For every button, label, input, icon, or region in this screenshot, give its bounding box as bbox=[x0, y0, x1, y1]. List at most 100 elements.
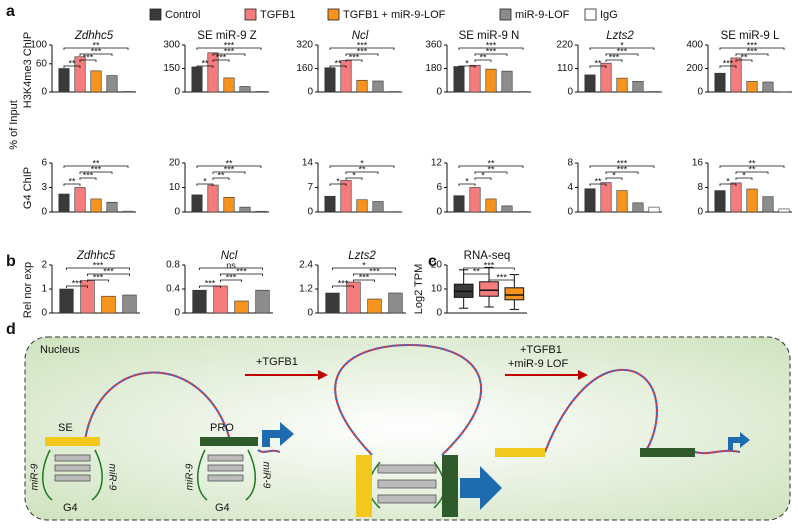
bar bbox=[106, 201, 118, 213]
bar bbox=[234, 300, 249, 314]
significance-label: *** bbox=[103, 266, 114, 276]
significance-bracket bbox=[63, 165, 129, 168]
significance-label: ** bbox=[473, 266, 481, 276]
significance-label: *** bbox=[359, 272, 370, 282]
bar bbox=[485, 68, 497, 93]
y-tick-label: 10 bbox=[431, 284, 443, 295]
y-tick-label: 360 bbox=[425, 40, 442, 51]
y-tick-label: 6 bbox=[436, 182, 442, 193]
bar bbox=[485, 198, 497, 213]
significance-label: *** bbox=[338, 278, 349, 288]
y-tick-label: 8 bbox=[567, 158, 573, 169]
y-tick-label: 0 bbox=[41, 308, 47, 319]
y-tick-label: 4 bbox=[567, 182, 573, 193]
significance-bracket bbox=[719, 183, 737, 186]
se-bar bbox=[495, 448, 545, 457]
se-bar bbox=[45, 437, 100, 446]
significance-label: ** bbox=[748, 158, 756, 168]
y-tick-label: 0 bbox=[307, 308, 313, 319]
chart-title: SE miR-9 L bbox=[721, 30, 780, 42]
panel-label: d bbox=[6, 321, 16, 338]
step-label: +TGFB1 bbox=[520, 344, 562, 356]
bar bbox=[356, 79, 368, 93]
significance-label: *** bbox=[484, 260, 495, 270]
significance-bracket bbox=[196, 183, 214, 186]
y-tick-label: 0 bbox=[436, 87, 442, 98]
row-label: % of Input bbox=[8, 100, 20, 150]
significance-bracket bbox=[196, 47, 262, 50]
bar bbox=[632, 81, 644, 93]
bar bbox=[584, 188, 596, 213]
significance-label: *** bbox=[617, 158, 628, 168]
significance-bracket bbox=[458, 183, 476, 186]
significance-label: ** bbox=[479, 52, 487, 62]
panel-label: c bbox=[428, 253, 437, 270]
significance-label: *** bbox=[91, 164, 102, 174]
bar bbox=[191, 194, 203, 213]
y-tick-label: 1 bbox=[41, 284, 47, 295]
significance-label: *** bbox=[224, 164, 235, 174]
significance-label: *** bbox=[617, 164, 628, 174]
significance-bracket bbox=[79, 177, 97, 180]
bar bbox=[122, 294, 137, 314]
significance-bracket bbox=[345, 53, 379, 56]
significance-bracket bbox=[329, 165, 395, 168]
y-tick-label: 0 bbox=[174, 87, 180, 98]
transcription-arrow bbox=[262, 422, 294, 447]
diagram: Nucleus +TGFB1 +TGFB1 +miR-9 LOF SE PRO … bbox=[24, 336, 791, 521]
bar bbox=[340, 180, 352, 213]
legend-label: IgG bbox=[600, 9, 618, 21]
transcription-arrow bbox=[460, 466, 502, 510]
bar bbox=[58, 68, 70, 93]
y-tick-label: 0 bbox=[307, 207, 313, 218]
significance-bracket bbox=[212, 59, 230, 62]
g4 bbox=[54, 454, 437, 504]
significance-label: *** bbox=[236, 266, 247, 276]
significance-bracket bbox=[220, 273, 263, 276]
significance-bracket bbox=[199, 285, 221, 288]
bar bbox=[746, 81, 758, 93]
y-tick-label: 100 bbox=[30, 40, 47, 51]
significance-bracket bbox=[199, 267, 263, 270]
bar bbox=[239, 86, 251, 93]
significance-bracket bbox=[719, 165, 785, 168]
y-tick-label: 20 bbox=[169, 158, 181, 169]
significance-label: *** bbox=[224, 46, 235, 56]
y-tick-label: 14 bbox=[302, 158, 314, 169]
bar bbox=[632, 202, 644, 213]
significance-bracket bbox=[63, 47, 129, 50]
bar bbox=[324, 195, 336, 213]
y-tick-label: 400 bbox=[686, 40, 703, 51]
significance-label: *** bbox=[369, 266, 380, 276]
significance-label: ** bbox=[225, 158, 233, 168]
chart-title: SE miR-9 Z bbox=[197, 30, 256, 42]
bar bbox=[325, 292, 340, 314]
significance-bracket bbox=[474, 171, 508, 174]
bar bbox=[469, 64, 481, 93]
bar bbox=[59, 288, 74, 314]
significance-bracket bbox=[719, 47, 785, 50]
bar bbox=[616, 77, 628, 93]
significance-label: ** bbox=[92, 158, 100, 168]
bar bbox=[648, 206, 660, 213]
significance-label: *** bbox=[357, 40, 368, 50]
y-tick-label: 200 bbox=[686, 63, 703, 74]
significance-label: *** bbox=[216, 52, 227, 62]
significance-bracket bbox=[79, 59, 97, 62]
bar bbox=[255, 210, 267, 213]
significance-label: *** bbox=[496, 272, 507, 282]
y-tick-label: 300 bbox=[163, 40, 180, 51]
pro-bar bbox=[442, 455, 458, 517]
bar bbox=[367, 298, 382, 314]
bar bbox=[58, 193, 70, 213]
significance-bracket bbox=[735, 171, 769, 174]
chart-title: Lzts2 bbox=[606, 30, 634, 42]
significance-label: *** bbox=[747, 40, 758, 50]
significance-bracket bbox=[79, 53, 113, 56]
y-tick-label: 1.2 bbox=[299, 284, 313, 295]
significance-label: *** bbox=[205, 278, 216, 288]
bar bbox=[501, 70, 513, 93]
step-label: +TGFB1 bbox=[256, 356, 298, 368]
mir9-label: miR-9 bbox=[260, 462, 271, 489]
bar bbox=[239, 206, 251, 213]
